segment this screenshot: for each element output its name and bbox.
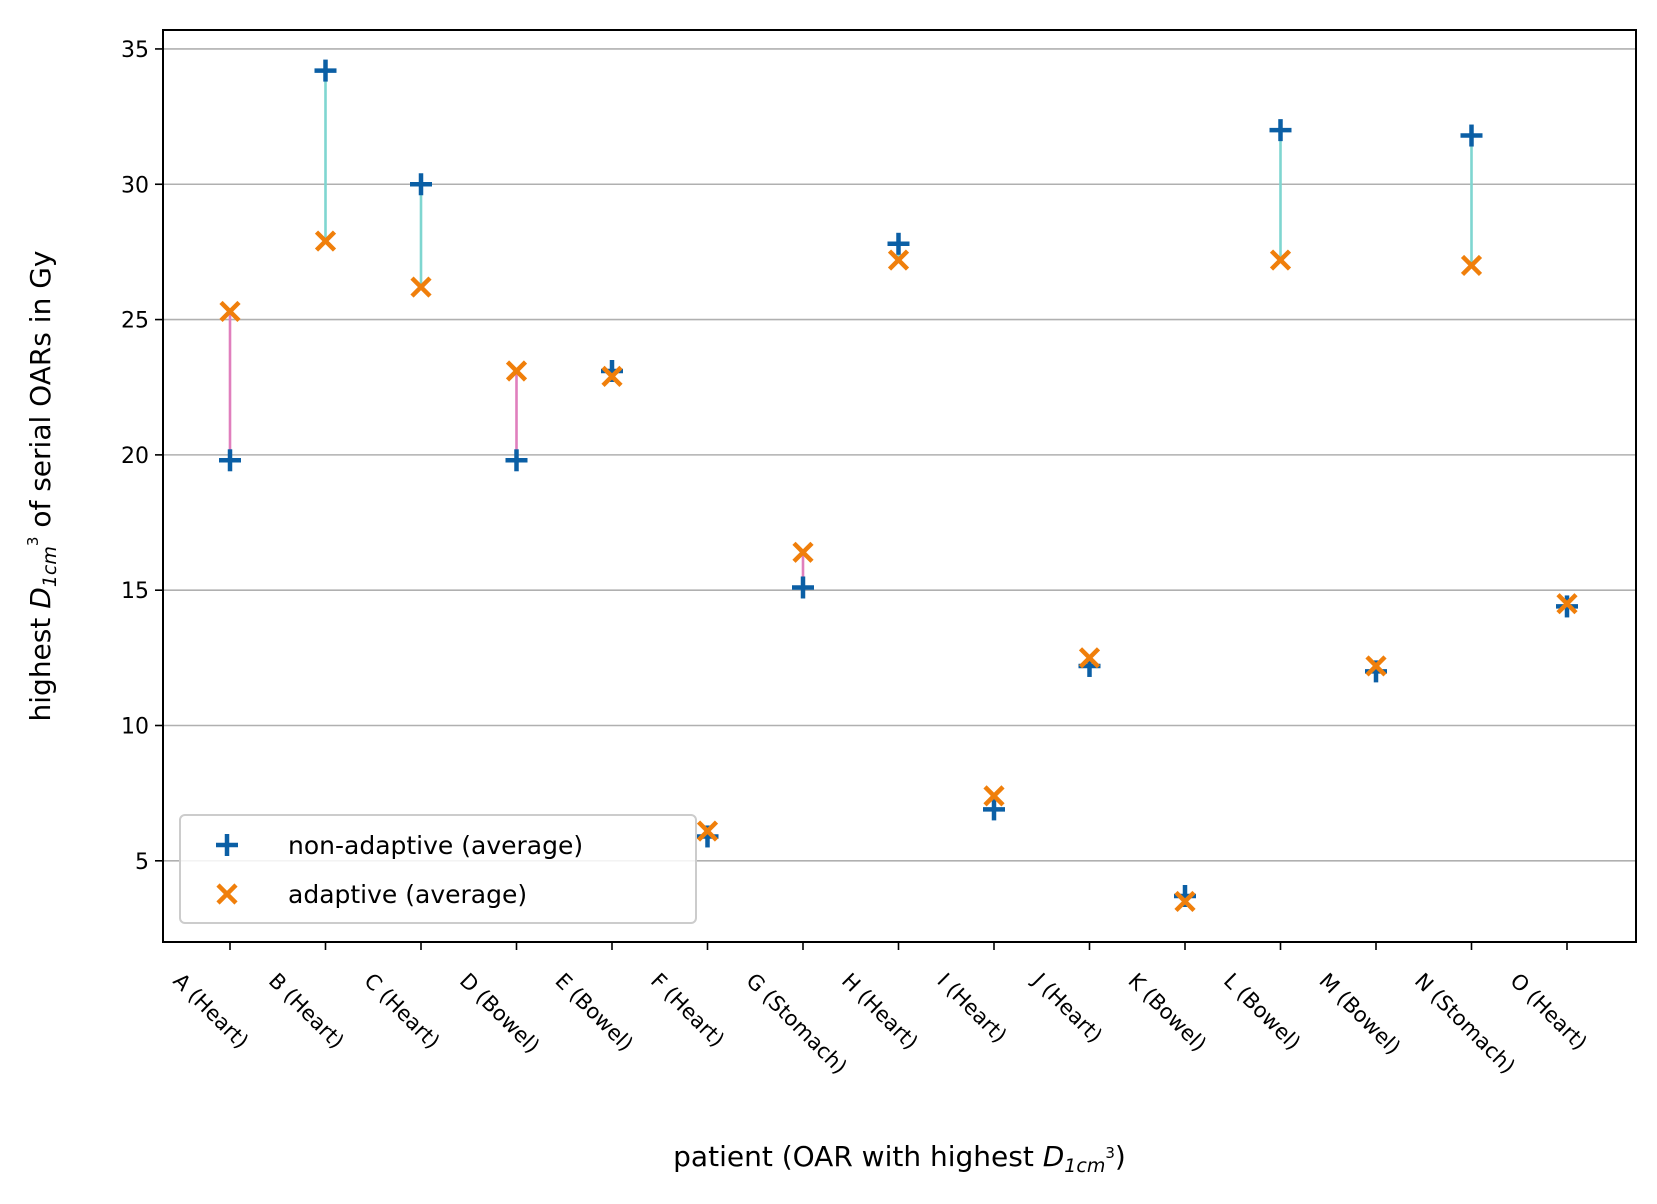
- non-adaptive-point: [983, 798, 1005, 821]
- x-axis-ticks: A (Heart) B (Heart) C (Heart) D (Bowel) E (B…: [168, 942, 1592, 1079]
- y-tick-label: 20: [121, 444, 149, 469]
- x-tick-label: C (Heart): [359, 969, 444, 1054]
- legend-box: [179, 814, 697, 924]
- adaptive-point: [1556, 593, 1578, 615]
- adaptive-point: [1078, 647, 1101, 669]
- adaptive-point: [1174, 890, 1196, 912]
- non-adaptive-point: [792, 576, 814, 599]
- adaptive-point: [1269, 249, 1292, 271]
- y-tick-label: 10: [121, 715, 149, 740]
- x-tick-label: F (Heart): [646, 969, 729, 1052]
- adaptive-point: [314, 230, 337, 252]
- adaptive-point: [696, 820, 719, 842]
- legend-cross-icon: [216, 883, 238, 905]
- legend-plus-icon: [216, 834, 238, 856]
- adaptive-point: [601, 365, 623, 387]
- y-axis-title: highest D1cm3 of serial OARs in Gy: [24, 251, 61, 722]
- x-tick-label: J (Heart): [1027, 967, 1107, 1047]
- y-tick-label: 35: [121, 38, 149, 63]
- y-tick-label: 5: [135, 850, 149, 875]
- x-tick-label: A (Heart): [168, 969, 253, 1054]
- non-adaptive-point: [219, 449, 241, 472]
- x-tick-label: N (Stomach): [1410, 969, 1520, 1079]
- data-markers: [219, 59, 1578, 912]
- x-tick-label: D (Bowel): [455, 969, 544, 1058]
- adaptive-point: [887, 249, 910, 271]
- x-tick-label: G (Stomach): [741, 969, 851, 1079]
- legend-marker-adaptive: [216, 883, 238, 905]
- adaptive-point: [219, 300, 241, 323]
- y-tick-label: 15: [121, 579, 149, 604]
- grid-lines: [163, 48, 1636, 862]
- non-adaptive-point: [314, 59, 337, 82]
- plot-frame: [162, 29, 1637, 943]
- legend-label-non-adaptive: non-adaptive (average): [288, 831, 583, 860]
- non-adaptive-point: [887, 232, 910, 255]
- non-adaptive-point: [410, 173, 432, 196]
- non-adaptive-point: [505, 449, 528, 472]
- y-tick-label: 25: [121, 309, 149, 334]
- legend-label-adaptive: adaptive (average): [288, 880, 527, 909]
- non-adaptive-point: [1269, 119, 1292, 142]
- adaptive-point: [505, 360, 528, 382]
- x-axis-title: patient (OAR with highest D1cm3): [673, 1140, 1126, 1177]
- y-axis-ticks: 5 10 15 20 25 30 35: [121, 38, 163, 875]
- x-tick-label: M (Bowel): [1314, 969, 1405, 1060]
- adaptive-point: [792, 541, 814, 563]
- x-tick-label: O (Heart): [1505, 969, 1591, 1055]
- non-adaptive-point: [1460, 124, 1483, 147]
- x-tick-label: E (Bowel): [550, 969, 637, 1056]
- y-tick-label: 30: [121, 173, 149, 198]
- legend: non-adaptive (average) adaptive (average…: [179, 814, 697, 924]
- x-tick-label: I (Heart): [932, 969, 1011, 1048]
- x-tick-label: K (Bowel): [1123, 969, 1211, 1057]
- adaptive-point: [983, 785, 1005, 807]
- adaptive-point: [410, 276, 432, 298]
- x-tick-label: H (Heart): [837, 969, 923, 1055]
- legend-marker-non-adaptive: [216, 834, 238, 856]
- adaptive-point: [1460, 254, 1483, 277]
- change-connectors: [228, 70, 1569, 902]
- x-tick-label: L (Bowel): [1219, 969, 1305, 1055]
- x-tick-label: B (Heart): [264, 969, 349, 1054]
- adaptive-point: [1365, 655, 1387, 677]
